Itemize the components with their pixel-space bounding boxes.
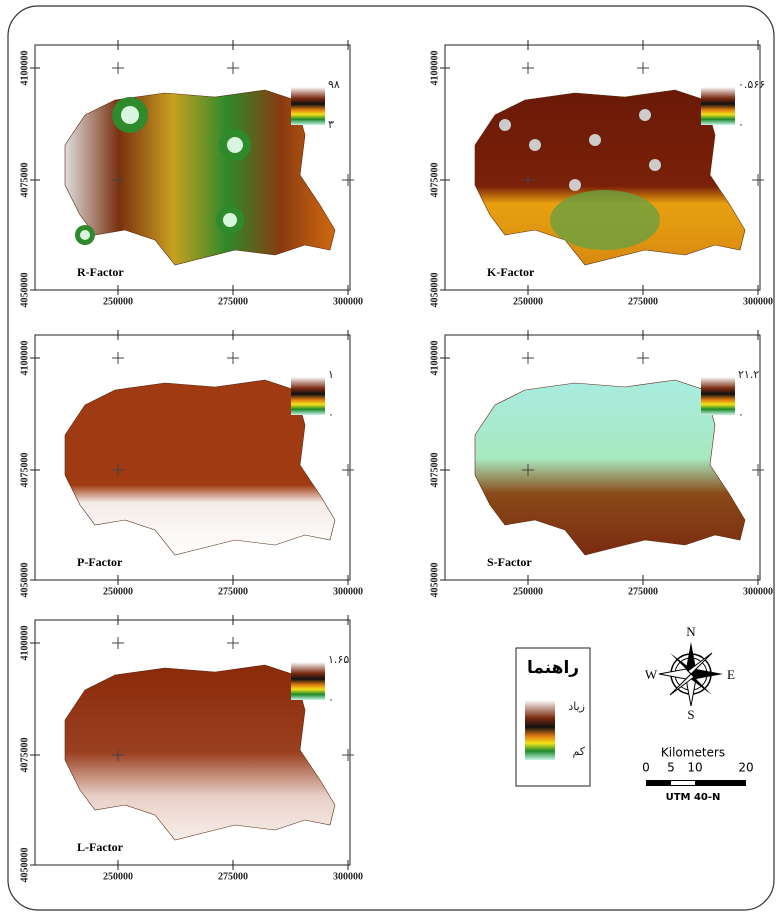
- x-tick-label: 300000: [333, 296, 363, 307]
- x-tick-label: 275000: [218, 871, 248, 882]
- scale-label: 5: [667, 761, 675, 775]
- panel-colorbar: [291, 87, 325, 125]
- x-tick-label: 300000: [743, 586, 773, 597]
- x-tick-label: 250000: [103, 296, 133, 307]
- y-tick-label: 4050000: [429, 563, 440, 598]
- map-panel: 250000 275000 300000 4100000 4075000 4050000 ۰…: [429, 40, 773, 308]
- y-tick-label: 4100000: [429, 341, 440, 376]
- legend-max: ۰.۵۶۶: [738, 78, 765, 91]
- scale-label: 10: [687, 761, 702, 775]
- x-tick-label: 250000: [103, 586, 133, 597]
- y-tick-label: 4100000: [19, 51, 30, 86]
- y-tick-label: 4100000: [429, 51, 440, 86]
- legend-min: ۰: [738, 408, 744, 421]
- hotspot: [121, 106, 139, 124]
- y-tick-label: 4075000: [429, 453, 440, 488]
- x-tick-label: 300000: [333, 586, 363, 597]
- panel-label: R-Factor: [77, 265, 124, 279]
- legend-max: ۲۱.۲: [738, 368, 759, 381]
- scale-title: Kilometers: [661, 746, 725, 760]
- x-tick-label: 250000: [513, 586, 543, 597]
- scale-label: 20: [738, 761, 753, 775]
- panel-colorbar: [701, 377, 735, 415]
- west-label: W: [645, 667, 658, 682]
- y-tick-label: 4050000: [19, 848, 30, 883]
- panel-colorbar: [291, 662, 325, 700]
- y-tick-label: 4075000: [429, 163, 440, 198]
- zone: [550, 190, 660, 250]
- legend-max: ۹۸: [328, 78, 340, 91]
- map-panel: 250000 275000 300000 4100000 4075000 4050000 ۲…: [429, 330, 773, 598]
- y-tick-label: 4100000: [19, 626, 30, 661]
- y-tick-label: 4100000: [19, 341, 30, 376]
- x-tick-label: 300000: [743, 296, 773, 307]
- hotspot: [223, 213, 237, 227]
- map-panel: 250000 275000 300000 4100000 4075000 4050000 ۱…: [19, 615, 363, 883]
- legend-title: راهنما: [527, 658, 579, 678]
- south-label: S: [687, 707, 694, 722]
- legend-min: ۰: [328, 408, 334, 421]
- y-tick-label: 4050000: [19, 273, 30, 308]
- x-tick-label: 275000: [628, 586, 658, 597]
- hotspot: [639, 109, 651, 121]
- y-tick-label: 4050000: [429, 273, 440, 308]
- north-label: N: [686, 624, 696, 639]
- hotspot: [227, 137, 243, 153]
- x-tick-label: 250000: [103, 871, 133, 882]
- map-panel: 250000 275000 300000 4100000 4075000 4050000 ۹…: [19, 40, 363, 308]
- legend-max: ۱: [328, 368, 334, 381]
- map-layout: راهنما زیاد کم N S E W Kilometers UTM 40…: [0, 0, 783, 918]
- legend-min: ۰: [328, 693, 334, 706]
- legend-min: ۰: [738, 118, 744, 131]
- hotspot: [589, 134, 601, 146]
- legend-high: زیاد: [568, 700, 585, 713]
- panel-label: K-Factor: [487, 265, 535, 279]
- x-tick-label: 275000: [218, 296, 248, 307]
- x-tick-label: 250000: [513, 296, 543, 307]
- x-tick-label: 300000: [333, 871, 363, 882]
- scale-label: 0: [642, 761, 650, 775]
- panel-label: P-Factor: [77, 555, 123, 569]
- north-arrow: [659, 642, 723, 706]
- y-tick-label: 4075000: [19, 738, 30, 773]
- y-tick-label: 4075000: [19, 163, 30, 198]
- hotspot: [529, 139, 541, 151]
- panel-colorbar: [701, 87, 735, 125]
- east-label: E: [727, 667, 735, 682]
- x-tick-label: 275000: [628, 296, 658, 307]
- legend-max: ۱.۶۵: [328, 653, 349, 666]
- hotspot: [569, 179, 581, 191]
- legend-colorbar: [525, 700, 555, 760]
- panel-label: S-Factor: [487, 555, 532, 569]
- hotspot: [649, 159, 661, 171]
- projection: UTM 40-N: [666, 792, 721, 803]
- x-tick-label: 275000: [218, 586, 248, 597]
- panel-label: L-Factor: [77, 840, 124, 854]
- y-tick-label: 4075000: [19, 453, 30, 488]
- scale-bar: [646, 780, 746, 786]
- hotspot: [80, 230, 90, 240]
- panel-colorbar: [291, 377, 325, 415]
- map-panel: 250000 275000 300000 4100000 4075000 4050000 ۱…: [19, 330, 363, 598]
- legend-low: کم: [572, 745, 585, 758]
- hotspot: [499, 119, 511, 131]
- legend-min: ۳: [328, 118, 334, 131]
- y-tick-label: 4050000: [19, 563, 30, 598]
